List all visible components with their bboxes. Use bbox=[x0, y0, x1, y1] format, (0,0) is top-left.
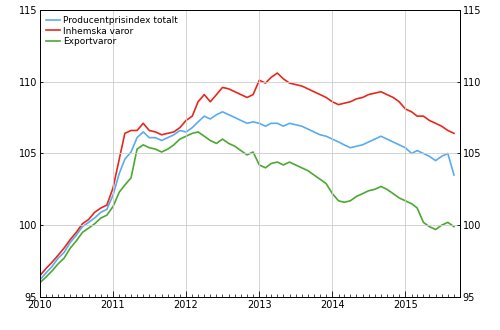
Line: Exportvaror: Exportvaror bbox=[40, 132, 454, 282]
Line: Producentprisindex totalt: Producentprisindex totalt bbox=[40, 112, 454, 280]
Legend: Producentprisindex totalt, Inhemska varor, Exportvaror: Producentprisindex totalt, Inhemska varo… bbox=[44, 15, 180, 48]
Line: Inhemska varor: Inhemska varor bbox=[40, 73, 454, 276]
